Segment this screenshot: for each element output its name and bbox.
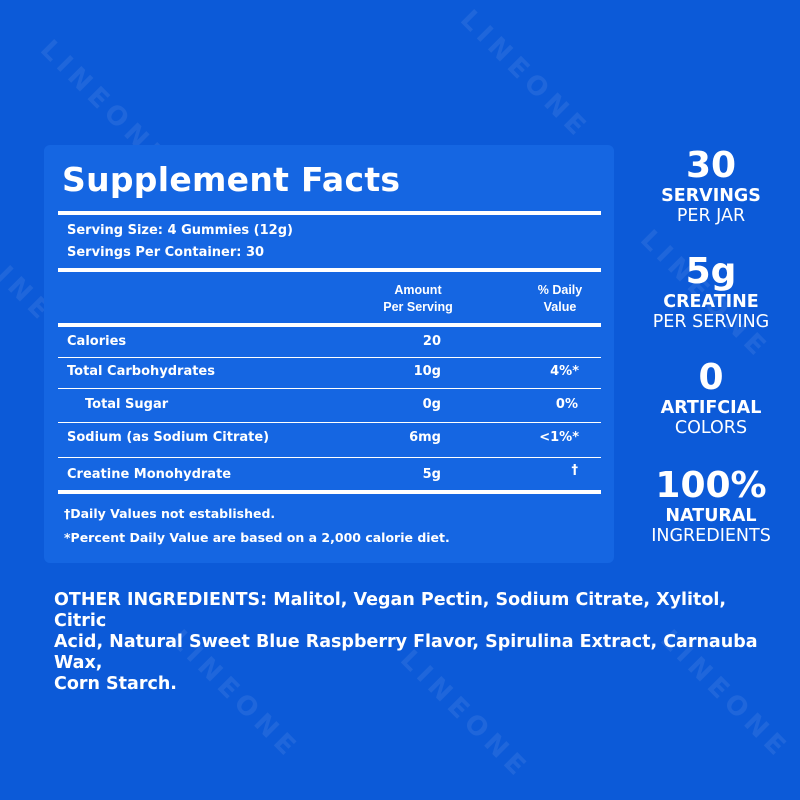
- stat-label: NATURAL: [665, 506, 757, 526]
- row-divider: [58, 388, 601, 389]
- footnote-percent-dv: *Percent Daily Value are based on a 2,00…: [64, 530, 450, 545]
- watermark: LINEONE: [454, 4, 596, 146]
- stat-creatine: 5g CREATINE PER SERVING: [640, 251, 782, 333]
- stat-servings: 30 SERVINGS PER JAR: [640, 145, 782, 227]
- top-rule: [58, 211, 601, 215]
- nutrient-amount: 10g: [413, 364, 441, 379]
- daily-value-column-header: % Daily Value: [515, 282, 605, 316]
- dv-header-line1: % Daily: [537, 283, 583, 297]
- nutrient-daily-value: <1%*: [539, 430, 579, 445]
- row-divider: [58, 457, 601, 458]
- stat-value: 0: [698, 357, 724, 398]
- nutrient-name: Calories: [67, 334, 127, 349]
- nutrient-name: Total Carbohydrates: [67, 364, 215, 379]
- footnote-dagger: †Daily Values not established.: [64, 506, 276, 521]
- nutrient-daily-value: †: [571, 463, 579, 478]
- nutrient-name: Sodium (as Sodium Citrate): [67, 430, 270, 445]
- row-divider: [58, 422, 601, 423]
- stat-label: CREATINE: [663, 292, 759, 312]
- stat-value: 30: [685, 145, 737, 186]
- nutrient-amount: 0g: [422, 397, 441, 412]
- dv-header-line2: Value: [543, 300, 577, 314]
- stat-sublabel: INGREDIENTS: [651, 526, 771, 546]
- table-head-rule: [58, 323, 601, 327]
- stat-label: ARTIFCIAL: [660, 398, 762, 418]
- stat-label: SERVINGS: [661, 186, 761, 206]
- nutrient-daily-value: 4%*: [550, 364, 579, 379]
- facts-title: Supplement Facts: [62, 160, 401, 199]
- nutrient-name: Creatine Monohydrate: [67, 467, 232, 482]
- amount-column-header: Amount Per Serving: [368, 282, 468, 316]
- ingredients-line: Acid, Natural Sweet Blue Raspberry Flavo…: [54, 632, 758, 673]
- other-ingredients: OTHER INGREDIENTS: Malitol, Vegan Pectin…: [54, 590, 774, 695]
- stat-natural-ingredients: 100% NATURAL INGREDIENTS: [640, 465, 782, 547]
- stat-value: 5g: [685, 251, 737, 292]
- header-rule: [58, 268, 601, 272]
- row-divider: [58, 357, 601, 358]
- stat-sublabel: COLORS: [674, 418, 748, 438]
- supplement-facts-panel: [44, 145, 614, 563]
- ingredients-line: Corn Starch.: [54, 674, 177, 694]
- nutrient-name: Total Sugar: [85, 397, 169, 412]
- stat-artificial-colors: 0 ARTIFCIAL COLORS: [640, 357, 782, 439]
- serving-size: Serving Size: 4 Gummies (12g): [67, 223, 293, 238]
- amount-header-line2: Per Serving: [383, 300, 453, 314]
- ingredients-line: OTHER INGREDIENTS: Malitol, Vegan Pectin…: [54, 590, 727, 631]
- nutrient-amount: 5g: [422, 467, 441, 482]
- nutrient-amount: 6mg: [409, 430, 441, 445]
- servings-per-container: Servings Per Container: 30: [67, 245, 265, 260]
- stat-sublabel: PER SERVING: [652, 312, 770, 332]
- bottom-rule: [58, 490, 601, 494]
- nutrient-amount: 20: [422, 334, 441, 349]
- stat-sublabel: PER JAR: [676, 206, 746, 226]
- nutrient-daily-value: 0%: [555, 397, 578, 412]
- stat-value: 100%: [655, 465, 767, 506]
- amount-header-line1: Amount: [394, 283, 442, 297]
